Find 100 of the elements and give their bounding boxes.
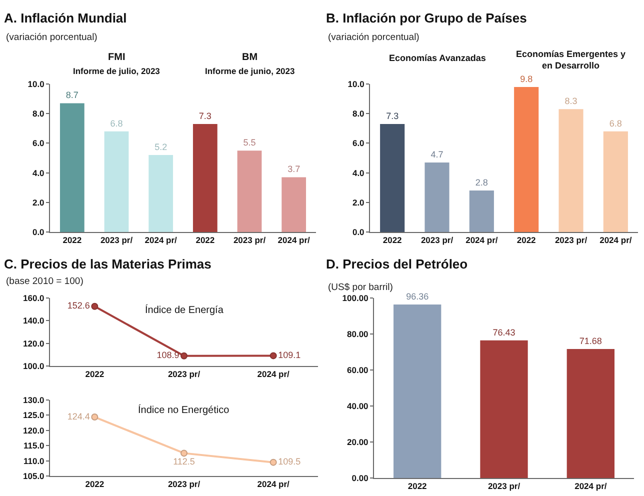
chart-subtitle: (variación porcentual) [328, 32, 420, 43]
data-label: 4.7 [430, 149, 444, 160]
data-label: 71.68 [579, 336, 602, 346]
x-tick-label: 2024 pr/ [466, 235, 498, 246]
text: BM [242, 52, 258, 63]
y-tick-label: 10.0 [348, 78, 365, 89]
bar [469, 190, 494, 232]
text: FMI [108, 52, 126, 63]
x-tick-label: 2022 [516, 235, 536, 246]
data-label: 3.7 [288, 164, 300, 174]
bar [104, 131, 129, 232]
y-tick-label: 160.0 [23, 292, 45, 303]
data-label: 109.1 [278, 350, 301, 360]
y-tick-label: 110.0 [23, 456, 45, 466]
x-tick-label: 2022 [85, 479, 104, 490]
data-label: 7.3 [198, 110, 212, 121]
y-tick-label: 115.0 [23, 440, 45, 451]
data-label: 6.8 [609, 118, 622, 128]
x-tick-label: 2022 [62, 235, 82, 246]
bar [282, 177, 306, 232]
x-tick-label: 2023 pr/ [100, 235, 134, 246]
x-tick-label: 2023 pr/ [554, 235, 588, 246]
x-tick-label: 2023 pr/ [488, 481, 521, 492]
y-tick-label: 4.0 [32, 168, 45, 178]
text: Informe de junio, 2023 [205, 66, 296, 76]
point [91, 302, 98, 310]
x-tick-label: 2022 [85, 369, 104, 380]
y-tick-label: 40.00 [347, 400, 369, 411]
y-tick-label: 2.0 [32, 197, 45, 208]
x-tick-label: 2023 pr/ [168, 369, 201, 380]
y-tick-label: 130.0 [23, 394, 45, 405]
x-tick-label: 2024 pr/ [574, 481, 608, 492]
chart-title: C. Precios de las Materias Primas [4, 256, 212, 272]
y-tick-label: 20.00 [347, 436, 369, 447]
text: Economías Emergentes y en Desarrollo [516, 49, 626, 71]
y-tick-label: 6.0 [352, 138, 365, 148]
data-label: 109.5 [278, 456, 301, 467]
bar [380, 124, 405, 232]
point [91, 414, 98, 421]
y-tick-label: 2.0 [352, 197, 365, 208]
x-tick-label: 2022 [382, 235, 402, 246]
x-tick-label: 2024 pr/ [257, 479, 290, 490]
x-tick-label: 2024 pr/ [278, 235, 311, 246]
y-tick-label: 8.0 [352, 108, 365, 119]
bar [237, 150, 262, 232]
y-tick-label: 8.0 [32, 108, 45, 119]
point [180, 450, 188, 457]
chart-subtitle: (variación porcentual) [6, 32, 98, 43]
data-label: 8.7 [66, 90, 78, 100]
point [270, 352, 277, 360]
y-tick-label: 125.0 [23, 410, 45, 420]
data-label: 2.8 [475, 178, 488, 188]
bar [566, 348, 614, 478]
chart-title: A. Inflación Mundial [4, 10, 127, 26]
bar [424, 162, 450, 232]
x-tick-label: 2023 pr/ [420, 235, 454, 246]
data-label: 9.8 [520, 74, 533, 84]
chart-subtitle: (US$ por barril) [328, 282, 393, 293]
text: Economías Avanzadas [389, 53, 486, 63]
data-label: 124.4 [67, 411, 90, 422]
bar [558, 109, 584, 232]
data-label: 8.3 [564, 96, 578, 106]
data-label: 7.3 [386, 110, 399, 121]
data-label: 112.5 [173, 456, 195, 467]
bar [148, 155, 174, 232]
annotation: Índice de Energía [145, 304, 224, 316]
y-tick-label: 120.0 [23, 425, 45, 436]
data-label: 5.5 [243, 138, 256, 148]
y-tick-label: 0.00 [352, 472, 369, 483]
x-tick-label: 2023 pr/ [168, 479, 201, 490]
bar [514, 86, 539, 232]
data-label: 96.36 [406, 292, 429, 302]
x-tick-label: 2024 pr/ [600, 235, 632, 246]
bar [480, 340, 528, 478]
bar [192, 124, 218, 232]
y-tick-label: 6.0 [32, 138, 45, 148]
y-tick-label: 105.0 [23, 470, 45, 481]
chart-title: B. Inflación por Grupo de Países [326, 10, 527, 26]
point [180, 352, 188, 360]
y-tick-label: 120.0 [23, 338, 45, 348]
data-label: 152.6 [67, 300, 90, 311]
text: Informe de julio, 2023 [73, 66, 160, 76]
y-tick-label: 140.0 [23, 316, 45, 326]
y-tick-label: 100.0 [23, 360, 45, 371]
data-label: 108.9 [156, 350, 180, 360]
y-tick-label: 60.00 [347, 364, 369, 375]
bar [603, 131, 628, 232]
annotation: Índice no Energético [138, 404, 230, 416]
bar [394, 304, 442, 478]
y-tick-label: 0.0 [32, 226, 45, 237]
bar [60, 103, 84, 232]
x-tick-label: 2022 [196, 235, 215, 246]
data-label: 6.8 [110, 118, 123, 128]
y-tick-label: 10.0 [28, 78, 45, 89]
y-tick-label: 0.0 [352, 226, 365, 237]
x-tick-label: 2024 pr/ [257, 369, 290, 380]
x-tick-label: 2024 pr/ [144, 235, 178, 246]
x-tick-label: 2022 [408, 481, 428, 492]
x-tick-label: 2023 pr/ [233, 235, 266, 246]
data-label: 76.43 [492, 327, 516, 338]
